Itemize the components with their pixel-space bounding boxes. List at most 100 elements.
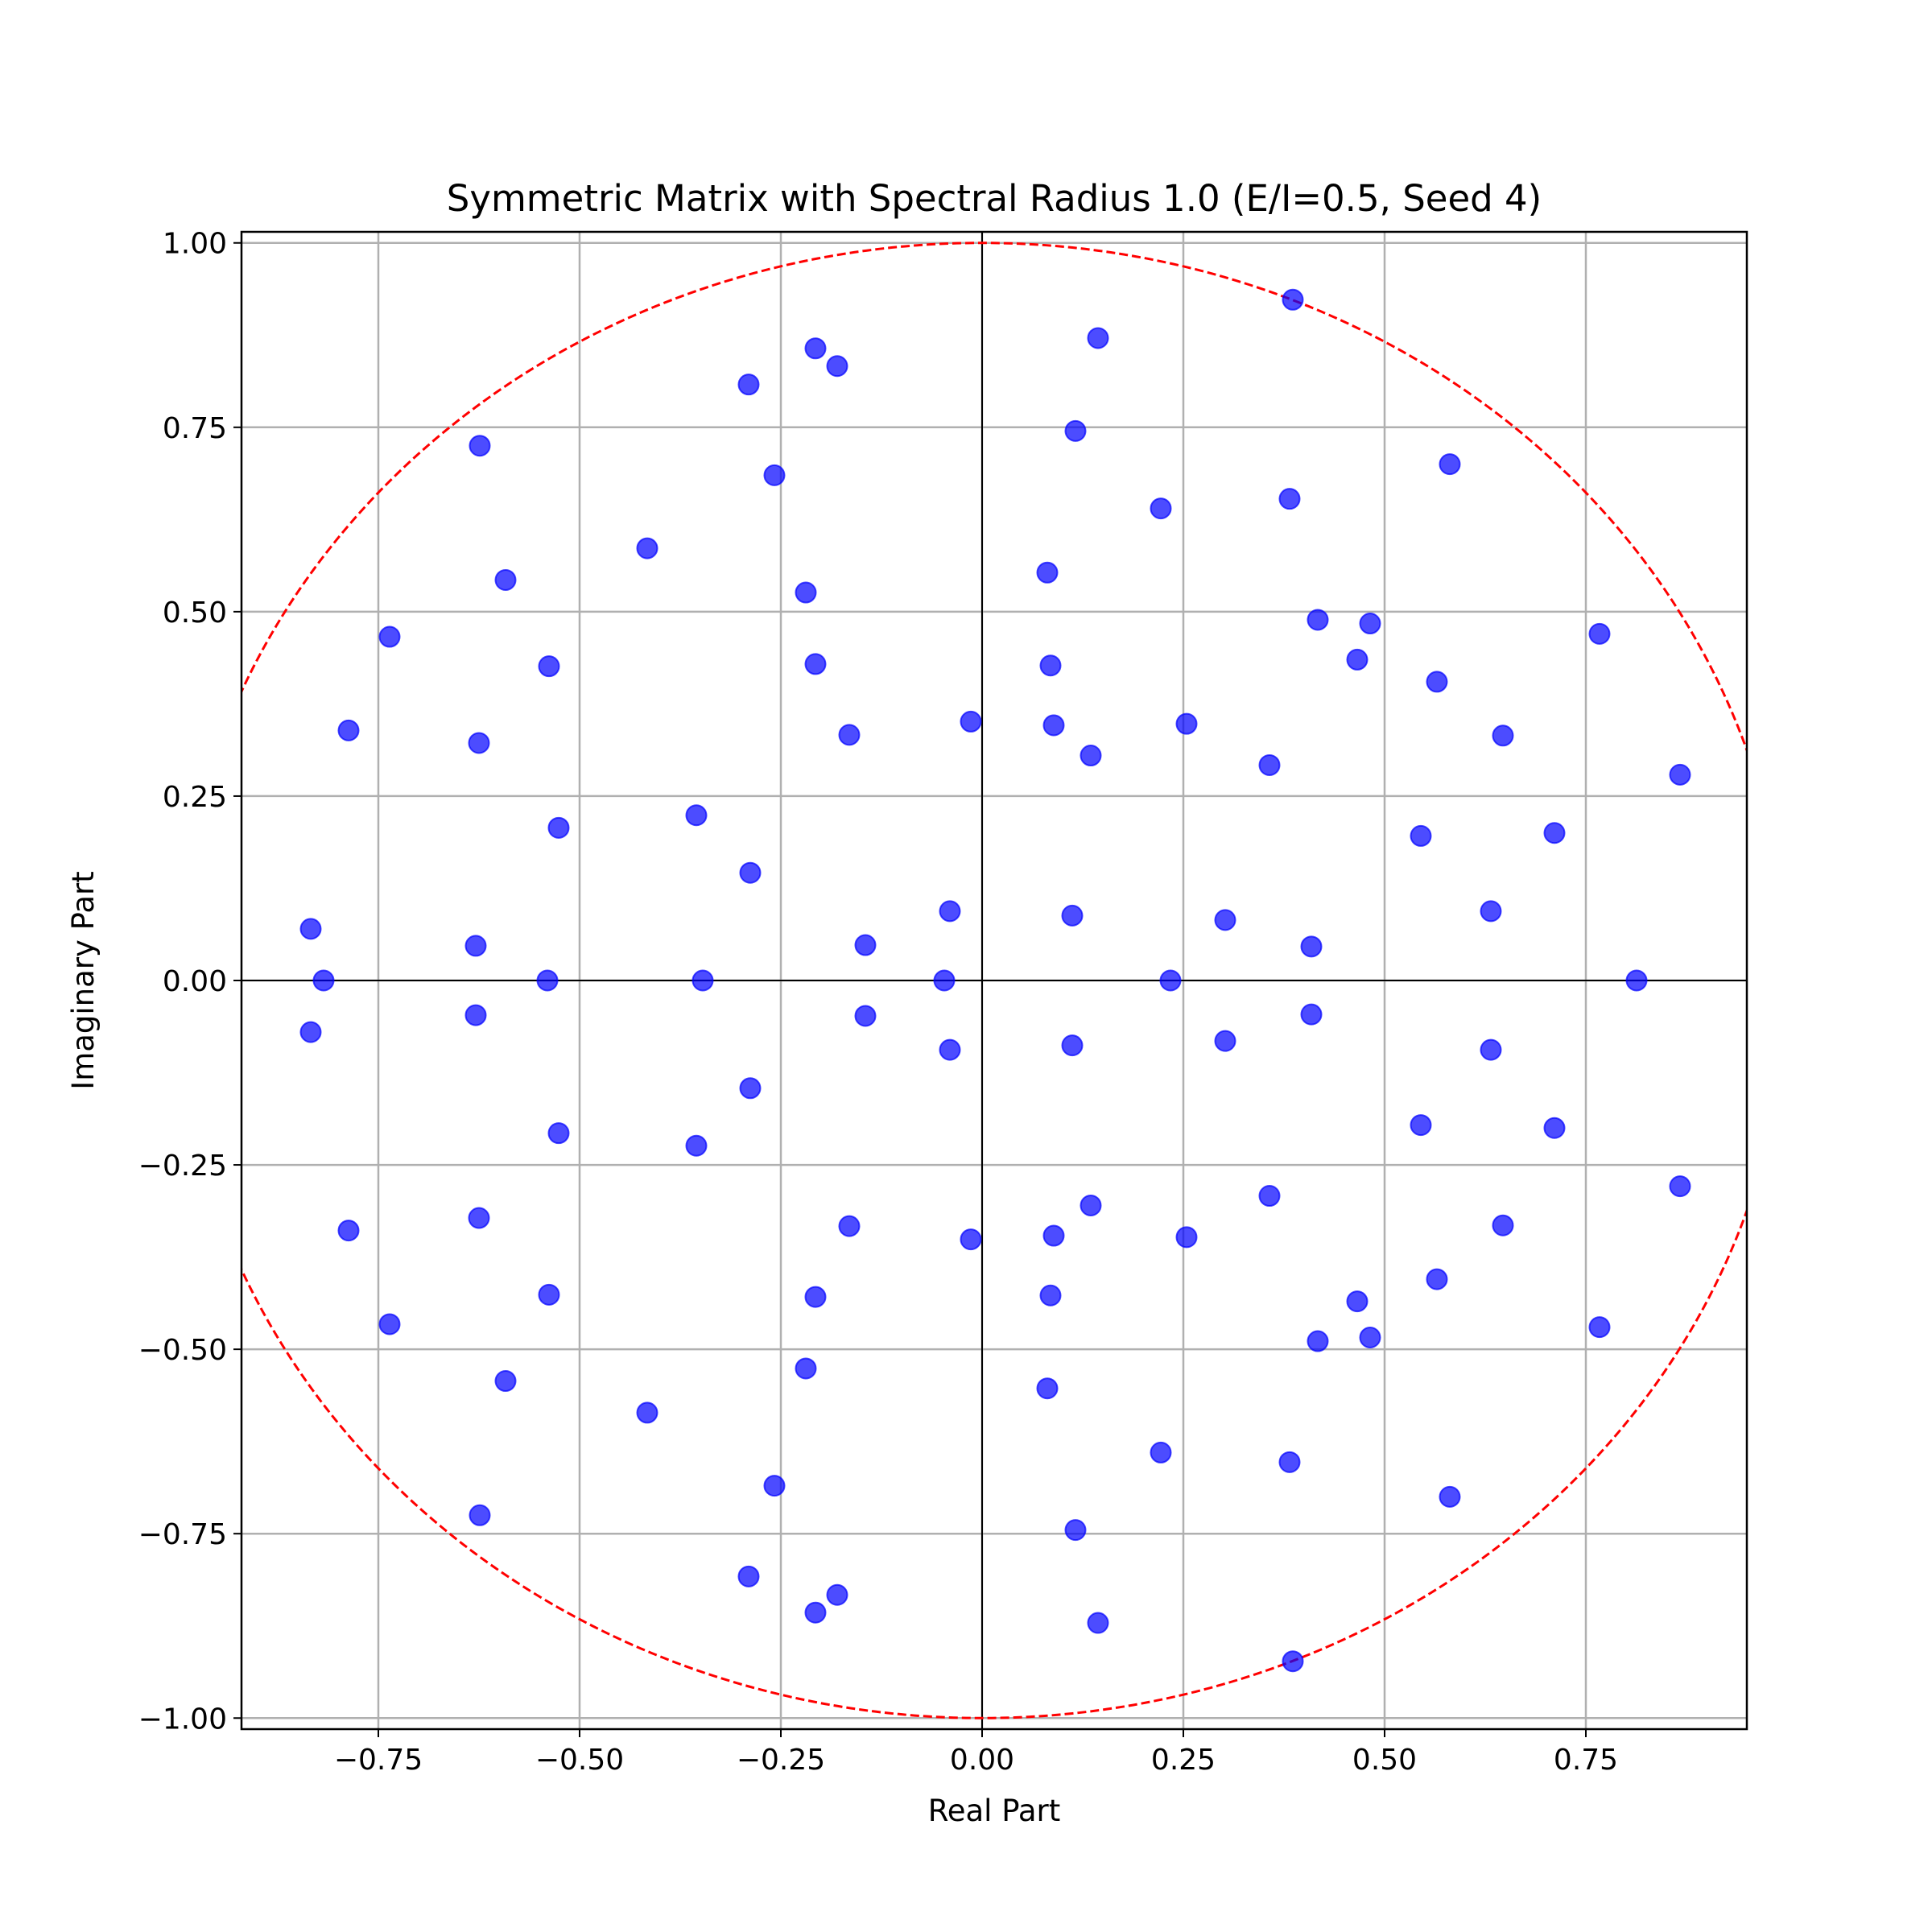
y-tick-label: −0.50 (138, 1334, 227, 1367)
eigenvalue-point (1300, 1003, 1323, 1026)
eigenvalue-point (636, 537, 658, 559)
x-tick-label: 0.00 (950, 1744, 1014, 1777)
eigenvalue-point (763, 1475, 786, 1497)
eigenvalue-point (854, 1005, 877, 1027)
eigenvalue-point (468, 732, 490, 754)
eigenvalue-point (1039, 1284, 1062, 1307)
eigenvalue-point (939, 900, 961, 923)
eigenvalue-point (312, 969, 335, 992)
x-tick-label: −0.25 (737, 1744, 825, 1777)
eigenvalue-point (378, 625, 401, 648)
eigenvalue-point (1543, 1117, 1566, 1139)
eigenvalue-points (299, 288, 1691, 1673)
eigenvalue-point (826, 1583, 848, 1606)
y-tick-label: −1.00 (138, 1703, 227, 1736)
eigenvalue-point (795, 1357, 817, 1380)
y-axis-title: Imaginary Part (66, 871, 101, 1089)
eigenvalue-point (1359, 613, 1381, 635)
eigenvalue-point (494, 1370, 517, 1393)
eigenvalue-point (737, 1565, 760, 1587)
eigenvalue-point (469, 435, 491, 457)
eigenvalue-point (299, 918, 322, 940)
unit-circle-layer (242, 242, 1747, 1719)
eigenvalue-point (739, 861, 762, 884)
eigenvalue-point (337, 719, 360, 741)
y-tick-label: 1.00 (163, 228, 227, 261)
eigenvalue-point (1150, 497, 1172, 520)
eigenvalue-point (1480, 1038, 1502, 1061)
eigenvalue-point (1258, 753, 1281, 776)
eigenvalue-point (1426, 671, 1448, 693)
eigenvalue-point (1282, 288, 1304, 311)
y-tick-label: 0.00 (163, 965, 227, 998)
zero-reference-lines (242, 232, 1747, 1729)
eigenvalue-point (1175, 712, 1198, 735)
eigenvalue-point (469, 1504, 491, 1526)
eigenvalue-point (1159, 969, 1182, 992)
y-axis-ticks: 1.00 0.75 0.50 0.25 0.00 −0.25 −0.50 −0.75 −1.00 (138, 228, 242, 1736)
y-tick-label: −0.25 (138, 1150, 227, 1183)
eigenvalue-point (1426, 1268, 1448, 1290)
eigenvalue-point (826, 355, 848, 378)
eigenvalue-point (1214, 909, 1236, 931)
x-axis-title: Real Part (928, 1794, 1061, 1828)
eigenvalue-point (1278, 1451, 1301, 1473)
eigenvalue-point (1080, 745, 1102, 767)
eigenvalue-point (1669, 1175, 1691, 1198)
eigenvalue-point (804, 653, 827, 675)
eigenvalue-point (1307, 1330, 1329, 1352)
eigenvalue-point (1039, 654, 1062, 677)
eigenvalue-point (494, 568, 517, 591)
eigenvalue-point (378, 1313, 401, 1335)
y-tick-label: −0.75 (138, 1518, 227, 1551)
eigenvalue-point (737, 374, 760, 396)
eigenvalue-point (1087, 327, 1109, 349)
eigenvalue-point (299, 1021, 322, 1043)
eigenvalue-point (1669, 763, 1691, 786)
eigenvalue-point (1064, 419, 1087, 442)
eigenvalue-point (960, 710, 982, 733)
eigenvalue-point (1258, 1185, 1281, 1208)
eigenvalue-point (536, 969, 559, 992)
eigenvalue-point (838, 1215, 861, 1237)
eigenvalue-point (1150, 1441, 1172, 1463)
eigenvalue-point (804, 1286, 827, 1308)
eigenvalue-point (468, 1207, 490, 1229)
eigenvalue-point (763, 464, 786, 486)
x-tick-label: −0.50 (535, 1744, 624, 1777)
eigenvalue-point (1214, 1030, 1236, 1052)
y-tick-label: 0.50 (163, 597, 227, 630)
eigenvalue-point (1410, 1114, 1432, 1137)
eigenvalue-point (547, 1122, 570, 1145)
eigenvalue-point (464, 1004, 487, 1026)
x-tick-label: 0.50 (1352, 1744, 1417, 1777)
eigenvalue-point (1042, 1224, 1065, 1247)
eigenvalue-point (1080, 1194, 1102, 1216)
eigenvalue-point (933, 969, 956, 992)
eigenvalue-point (1346, 648, 1368, 671)
y-tick-label: 0.75 (163, 412, 227, 445)
eigenvalue-point (636, 1402, 658, 1424)
eigenvalue-point (538, 1283, 560, 1306)
eigenvalue-point (1087, 1612, 1109, 1634)
eigenvalue-point (1042, 714, 1065, 737)
eigenvalue-point (547, 816, 570, 839)
eigenvalue-point (1588, 1316, 1611, 1339)
eigenvalue-point (960, 1228, 982, 1251)
eigenvalue-point (1036, 561, 1059, 584)
unit-circle (242, 242, 1747, 1719)
eigenvalue-point (1480, 900, 1502, 923)
eigenvalue-point (1064, 1519, 1087, 1542)
eigenvalue-point (939, 1038, 961, 1061)
eigenvalue-point (1588, 622, 1611, 645)
eigenvalue-point (1300, 935, 1323, 958)
eigenvalue-point (1439, 1485, 1461, 1508)
eigenvalue-point (1061, 904, 1084, 927)
chart-title: Symmetric Matrix with Spectral Radius 1.… (447, 177, 1542, 220)
eigenvalue-point (1307, 609, 1329, 631)
eigenvalue-point (1492, 1214, 1514, 1236)
y-tick-label: 0.25 (163, 781, 227, 814)
eigenvalue-point (739, 1077, 762, 1100)
eigenvalue-point (1278, 488, 1301, 510)
